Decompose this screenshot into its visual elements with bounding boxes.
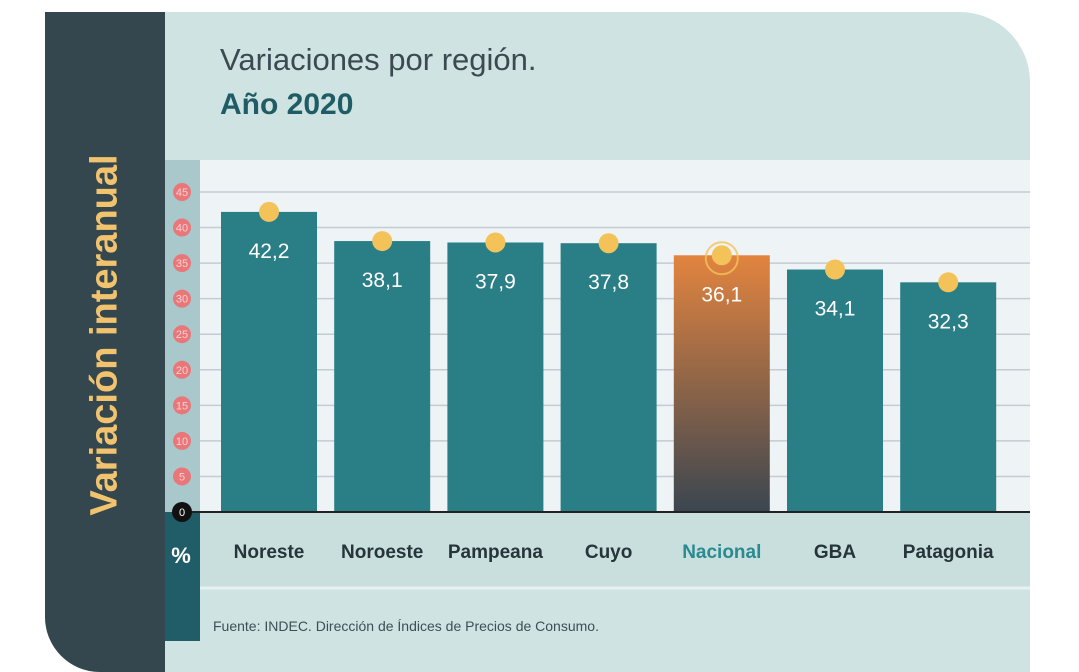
y-tick-label: 40 bbox=[176, 223, 188, 235]
value-dot bbox=[598, 233, 619, 254]
y-tick-bubble bbox=[173, 183, 191, 201]
category-label: Patagonia bbox=[903, 542, 994, 563]
y-tick-label: 35 bbox=[176, 258, 188, 270]
category-label: GBA bbox=[814, 542, 857, 563]
y-tick-bubble bbox=[173, 431, 191, 450]
category-row bbox=[200, 512, 1030, 588]
bar-gba bbox=[787, 269, 883, 512]
highlight-ring bbox=[704, 241, 739, 276]
y-tick-bubble bbox=[173, 254, 191, 273]
value-dot bbox=[485, 232, 506, 253]
y-tick-bubble bbox=[173, 218, 191, 237]
value-label: 36,1 bbox=[701, 283, 742, 306]
y-tick-label: 15 bbox=[176, 400, 188, 412]
y-tick-label: 30 bbox=[176, 294, 188, 306]
category-label: Nacional bbox=[682, 542, 761, 563]
y-tick-label: 45 bbox=[176, 187, 188, 199]
value-label: 37,9 bbox=[475, 270, 516, 293]
chart-title: Variaciones por región. bbox=[220, 42, 537, 77]
value-label: 38,1 bbox=[362, 269, 403, 292]
category-label: Noreste bbox=[234, 542, 305, 563]
value-label: 34,1 bbox=[815, 298, 856, 321]
value-dot bbox=[711, 245, 732, 266]
y-tick-label: 20 bbox=[176, 365, 188, 377]
y-tick-label: 25 bbox=[176, 329, 188, 341]
side-panel bbox=[45, 12, 165, 672]
y-tick-label: 10 bbox=[176, 436, 188, 448]
chart-subtitle: Año 2020 bbox=[220, 88, 354, 121]
value-label: 37,8 bbox=[588, 271, 629, 294]
category-label: Cuyo bbox=[585, 542, 633, 563]
unit-strip bbox=[165, 512, 200, 641]
source-note: Fuente: INDEC. Dirección de Índices de P… bbox=[213, 618, 599, 634]
y-tick-bubble bbox=[172, 502, 192, 522]
unit-label: % bbox=[171, 543, 191, 568]
bar-cuyo bbox=[560, 243, 657, 512]
bar-chart: 42,2 38,1 37,9 37,8 36,1 34,1 32,3 0 5 10 15 20 25 3… bbox=[165, 160, 1030, 641]
bar-noroeste bbox=[334, 241, 431, 513]
y-tick-bubble bbox=[173, 289, 191, 308]
y-tick-label: 5 bbox=[179, 471, 185, 483]
value-dot bbox=[372, 231, 393, 252]
value-dot bbox=[938, 272, 959, 293]
bar-nacional bbox=[673, 255, 770, 513]
value-dot bbox=[825, 259, 845, 280]
value-label: 32,3 bbox=[928, 310, 969, 333]
bar-pampeana bbox=[447, 242, 544, 512]
y-tick-bubble bbox=[173, 396, 191, 415]
value-dot bbox=[259, 201, 279, 222]
category-label: Noroeste bbox=[341, 542, 423, 563]
y-tick-bubble bbox=[173, 325, 191, 344]
y-tick-label: 0 bbox=[179, 507, 185, 519]
y-tick-bubble bbox=[173, 467, 191, 486]
bar-noreste bbox=[221, 211, 317, 512]
bar-patagonia bbox=[900, 282, 997, 512]
category-label: Pampeana bbox=[448, 542, 543, 563]
value-label: 42,2 bbox=[249, 240, 290, 263]
y-tick-bubble bbox=[173, 360, 191, 379]
